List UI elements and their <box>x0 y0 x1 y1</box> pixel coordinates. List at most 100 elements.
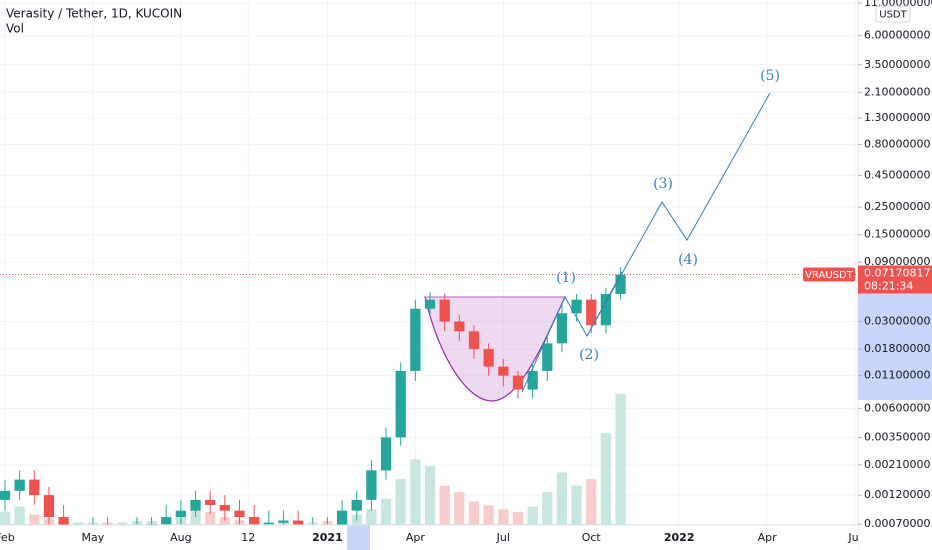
x-tick-label: May <box>82 531 105 544</box>
candle-body <box>600 293 612 326</box>
volume-bar <box>454 492 465 525</box>
y-tick-label: 0.00600000 <box>864 401 930 414</box>
volume-bar <box>380 498 392 525</box>
x-tick-label: Aug <box>170 531 191 544</box>
candle-body <box>542 343 553 371</box>
y-tick-label: 0.45000000 <box>864 168 930 181</box>
candle-body <box>190 499 201 511</box>
time-selection[interactable] <box>347 525 370 550</box>
y-tick-label: 0.01800000 <box>864 342 930 355</box>
symbol-label: VRAUSDT <box>805 270 854 281</box>
axis-selection[interactable] <box>858 290 932 400</box>
candle-body <box>336 510 348 525</box>
volume-bar <box>542 492 553 525</box>
x-tick-label: Oct <box>582 531 602 544</box>
volume-bar <box>615 393 626 525</box>
countdown-label: 08:21:34 <box>864 280 913 293</box>
volume-bar <box>219 517 230 525</box>
volume-bar <box>410 459 421 525</box>
candle-body <box>424 299 436 309</box>
indicator-label: Vol <box>6 22 24 36</box>
candle-body <box>351 499 362 511</box>
candle-body <box>395 370 406 438</box>
grid <box>0 0 858 525</box>
volume-bar <box>366 509 377 525</box>
candle-body <box>468 331 480 350</box>
x-axis: Feb May Aug 12 2021 Apr Jul Oct 2022 Apr Jul <box>0 531 861 544</box>
candle-body <box>175 510 186 518</box>
candle-body <box>161 517 172 525</box>
x-tick-label: 12 <box>241 531 255 544</box>
candle-body <box>527 370 538 390</box>
wave-label: (2) <box>579 347 599 363</box>
candle-body <box>439 299 450 322</box>
x-tick-label: Jul <box>847 531 861 544</box>
candle-body <box>483 349 494 367</box>
currency: USDT <box>879 10 907 21</box>
y-tick-label: 0.09000000 <box>864 255 930 268</box>
candles <box>0 267 626 525</box>
volume-bar <box>117 522 128 525</box>
candle-body <box>556 313 568 344</box>
candle-body <box>249 517 260 525</box>
wave-label: (1) <box>556 270 576 286</box>
wave-drawing: (1) (2) (3) (4) (5) <box>521 68 780 393</box>
y-tick-label: 0.80000000 <box>864 137 930 150</box>
currency-button[interactable] <box>875 5 911 23</box>
candle-body <box>29 479 40 496</box>
wave-channel <box>586 271 623 337</box>
last-price-tag <box>858 265 932 294</box>
chart-title: Verasity / Tether, 1D, KUCOIN <box>6 7 182 21</box>
candle-body <box>586 299 597 326</box>
volume-bar <box>556 472 568 525</box>
x-tick-label: 2022 <box>664 531 695 544</box>
last-price-label: 0.07170817 <box>864 267 930 280</box>
volume-bar <box>424 465 436 525</box>
wave-label: (3) <box>653 176 673 192</box>
candle-body <box>454 321 465 332</box>
candle-body <box>366 470 377 500</box>
volume-bar <box>395 479 406 525</box>
y-tick-label: 0.00350000 <box>864 430 930 443</box>
x-tick-label: Jul <box>496 531 510 544</box>
candle-body <box>615 274 626 294</box>
y-tick-label: 0.15000000 <box>864 228 930 241</box>
y-tick-label: 1.30000000 <box>864 111 930 124</box>
volume-bar <box>512 511 524 525</box>
y-tick-label: 0.00070000 <box>864 517 930 530</box>
wave-label: (5) <box>760 68 780 84</box>
volume-bar <box>586 479 597 525</box>
candle-body <box>263 522 274 525</box>
candle-body <box>0 490 11 500</box>
candle-body <box>410 308 421 371</box>
y-tick-label: 2.10000000 <box>864 85 930 98</box>
candle-body <box>512 375 524 390</box>
volume-bar <box>571 485 582 525</box>
volume-bar <box>73 522 84 525</box>
candle-body <box>14 479 25 491</box>
candle-body <box>498 366 509 376</box>
wave-line <box>521 92 771 393</box>
candle-body <box>205 499 216 505</box>
y-tick-label: 0.03000000 <box>864 315 930 328</box>
symbol-tag <box>803 267 855 282</box>
candle-body <box>278 520 289 523</box>
candle-body <box>58 517 69 525</box>
volume-bar <box>29 514 40 525</box>
y-axis: 11.00000000 6.00000000 3.50000000 2.1000000… <box>858 0 932 530</box>
x-tick-label: Apr <box>758 531 778 544</box>
y-tick-label: 3.50000000 <box>864 58 930 71</box>
y-tick-label: 0.00120000 <box>864 488 930 501</box>
volume-bar <box>190 509 201 525</box>
volume-bar <box>468 501 480 525</box>
volume-bar <box>14 506 25 525</box>
x-tick-label: Feb <box>0 531 15 544</box>
time-axis <box>0 525 858 550</box>
candle-body <box>380 437 392 471</box>
volume-bar <box>527 506 538 525</box>
candle-body <box>234 510 245 518</box>
candle-body <box>571 299 582 314</box>
y-tick-label: 0.01100000 <box>864 369 930 382</box>
